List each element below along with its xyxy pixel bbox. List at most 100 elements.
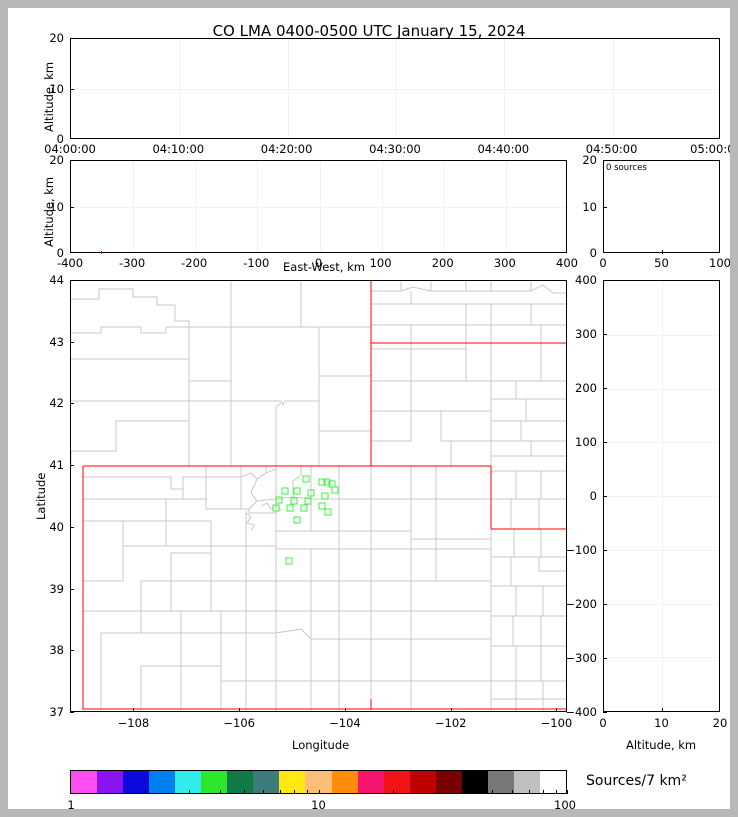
tick-mark <box>70 280 74 281</box>
tick-mark <box>70 88 74 90</box>
tick-mark-red <box>101 251 102 254</box>
tick-label: 20 <box>712 716 728 730</box>
gridline <box>195 161 197 252</box>
panel-time-altitude[interactable] <box>70 38 720 139</box>
gridline <box>504 39 506 138</box>
tick-label: 10 <box>654 716 669 730</box>
tick-mark <box>70 206 74 208</box>
tick-label: 200 <box>431 256 454 270</box>
tick-label: 39 <box>49 581 64 596</box>
station-marker <box>290 497 298 505</box>
tick-label: 04:50:00 <box>585 142 638 156</box>
tick-label: 10 <box>582 199 597 214</box>
gridline <box>604 388 719 390</box>
panel-map[interactable] <box>70 280 567 712</box>
tick-mark <box>603 712 607 713</box>
colorbar-segment <box>253 771 280 793</box>
tick-mark <box>603 206 607 208</box>
colorbar-tick <box>393 790 395 794</box>
tick-label: 400 <box>575 273 597 287</box>
station-marker <box>275 496 283 504</box>
colorbar-tick <box>528 790 530 794</box>
tick-label: 37 <box>49 705 64 719</box>
tick-label: 05:00:00 <box>690 142 730 156</box>
colorbar-segment <box>305 771 332 793</box>
tick-label: −102 <box>434 716 467 730</box>
colorbar-segment <box>461 771 488 793</box>
tick-label: 100 <box>709 256 730 270</box>
gridline <box>604 334 719 336</box>
panel-eastwest-altitude[interactable] <box>70 160 567 253</box>
colorbar-segment <box>435 771 462 793</box>
tick-label: 0 <box>589 489 597 503</box>
station-marker <box>293 516 301 524</box>
gridline <box>604 657 719 659</box>
colorbar-segment <box>201 771 228 793</box>
colorbar-tick <box>567 790 568 794</box>
tick-mark <box>603 334 607 335</box>
colorbar-tick <box>294 790 296 794</box>
colorbar-tick <box>280 790 281 794</box>
tick-label: 0 <box>56 246 64 260</box>
station-marker <box>318 478 326 486</box>
station-marker <box>281 487 289 495</box>
tick-label: 0 <box>599 256 607 270</box>
tick-mark <box>603 658 607 659</box>
colorbar-tick <box>511 790 513 794</box>
colorbar-segment <box>175 771 202 793</box>
tick-mark <box>70 588 74 590</box>
tick-label: 0 <box>314 256 323 270</box>
colorbar-segment <box>123 771 150 793</box>
gridline <box>287 39 289 138</box>
gridline <box>133 161 135 252</box>
station-marker <box>300 504 308 512</box>
tick-mark <box>661 708 663 712</box>
colorbar-segment <box>97 771 124 793</box>
station-marker <box>272 504 280 512</box>
axis-label-longitude: Longitude <box>292 738 350 752</box>
tick-label: 300 <box>493 256 516 270</box>
gridline <box>604 549 719 551</box>
gridline <box>505 161 507 252</box>
panel-altitude-northsouth[interactable] <box>603 280 720 712</box>
colorbar-segment <box>409 771 436 793</box>
tick-label: −100 <box>565 543 597 557</box>
colorbar-tick <box>144 790 146 794</box>
tick-label: 10 <box>49 199 64 214</box>
gridline <box>604 603 719 605</box>
colorbar-min-label: 1 <box>67 798 75 809</box>
tick-label: 40 <box>49 519 64 534</box>
tick-label: −106 <box>223 716 255 730</box>
tick-mark <box>70 526 74 528</box>
colorbar-segment <box>149 771 176 793</box>
colorbar-segment <box>227 771 254 793</box>
tick-label: 38 <box>49 643 64 658</box>
tick-mark <box>70 403 74 405</box>
station-marker <box>285 557 293 565</box>
colorbar-tick <box>542 790 544 794</box>
tick-label: -200 <box>181 256 208 270</box>
tick-label: −100 <box>540 716 573 730</box>
colorbar-tick <box>243 790 245 794</box>
station-marker <box>304 497 312 505</box>
tick-mark <box>603 550 607 551</box>
tick-label: 04:10:00 <box>152 142 205 156</box>
tick-mark <box>603 496 607 497</box>
tick-mark <box>344 708 346 712</box>
station-marker <box>324 508 332 516</box>
tick-mark <box>239 708 241 712</box>
station-marker <box>328 480 336 488</box>
colorbar-segment <box>331 771 358 793</box>
colorbar-max-label: 100 <box>554 798 576 809</box>
tick-mark <box>603 388 607 389</box>
colorbar-tick <box>437 790 439 794</box>
colorbar-label: Sources/7 km² <box>586 773 687 789</box>
tick-label: −200 <box>565 597 597 611</box>
colorbar-segment <box>357 771 384 793</box>
tick-label: 200 <box>575 381 597 395</box>
panel-altitude-histogram[interactable]: 0 sources <box>603 160 720 253</box>
tick-label: 50 <box>654 256 669 270</box>
tick-label: 100 <box>369 256 392 270</box>
source-count-annotation: 0 sources <box>606 163 647 173</box>
figure-canvas: CO LMA 0400-0500 UTC January 15, 2024 Al… <box>8 8 730 809</box>
